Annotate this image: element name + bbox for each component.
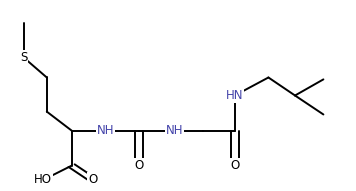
Text: S: S <box>20 51 27 64</box>
Text: HO: HO <box>34 173 52 186</box>
Text: NH: NH <box>96 124 114 137</box>
Text: O: O <box>134 159 143 172</box>
Text: O: O <box>230 159 239 172</box>
Text: HN: HN <box>226 89 244 102</box>
Text: NH: NH <box>166 124 183 137</box>
Text: O: O <box>88 173 98 186</box>
